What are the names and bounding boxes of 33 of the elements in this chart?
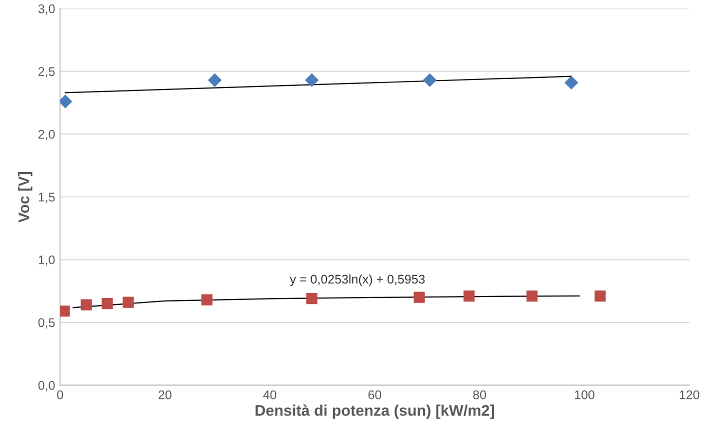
x-tick-label: 40: [263, 390, 276, 400]
y-axis-title: Voc [V]: [18, 172, 32, 223]
y-tick-label: 0,0: [38, 381, 55, 392]
x-tick-label: 80: [473, 390, 486, 400]
point: [60, 94, 72, 108]
point: [122, 296, 134, 308]
y-tick-label: 3,0: [38, 4, 55, 15]
point: [305, 74, 318, 87]
point: [208, 74, 222, 87]
x-tick-label: 60: [368, 390, 382, 400]
point: [594, 290, 606, 302]
x-tick-label: 120: [680, 390, 700, 400]
x-tick-label: 0: [57, 390, 64, 400]
x-axis-title: Densità di potenza (sun) [kW/m2]: [256, 404, 494, 419]
y-tick-label: 2,0: [38, 130, 55, 140]
point: [564, 76, 578, 90]
point: [60, 306, 70, 317]
point: [102, 298, 113, 310]
y-tick-label: 1,5: [38, 192, 55, 204]
y-tick-label: 1,0: [38, 255, 55, 266]
point: [201, 294, 212, 306]
point: [306, 293, 318, 304]
point: [80, 299, 92, 310]
y-tick-label: 2,5: [38, 67, 55, 78]
y-tick-label: 0,5: [38, 318, 55, 329]
point: [414, 292, 425, 303]
x-tick-label: 20: [158, 390, 172, 400]
point: [423, 74, 436, 87]
point: [526, 290, 538, 302]
point: [464, 290, 475, 302]
line-series: [72, 295, 580, 308]
x-tick-label: 100: [574, 390, 594, 400]
annotation: y = 0,0253ln(x) + 0,5953: [290, 274, 425, 286]
